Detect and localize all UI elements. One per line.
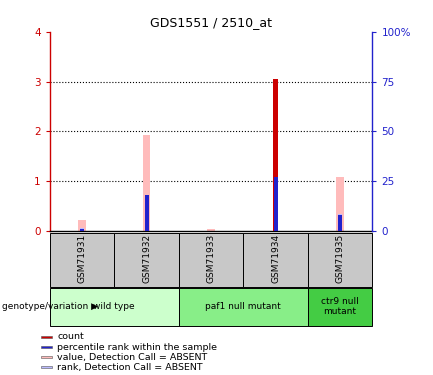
Text: paf1 null mutant: paf1 null mutant [206,302,281,311]
Bar [143,135,150,231]
Bar [308,232,372,287]
Text: GSM71931: GSM71931 [78,234,87,283]
Bar [338,214,342,231]
Bar [179,288,308,326]
Title: GDS1551 / 2510_at: GDS1551 / 2510_at [150,16,272,29]
Bar [308,288,372,326]
Text: GSM71933: GSM71933 [207,234,216,283]
Bar [78,220,86,231]
Bar [50,232,114,287]
Text: GSM71934: GSM71934 [271,234,280,283]
Bar [41,346,52,348]
Bar [336,177,344,231]
Bar [80,228,84,231]
Text: percentile rank within the sample: percentile rank within the sample [57,342,217,351]
Bar [179,232,243,287]
Bar [273,79,278,231]
Text: wild type: wild type [94,302,135,311]
Bar [338,215,342,231]
Bar [80,229,84,231]
Bar [274,177,278,231]
Bar [50,288,179,326]
Bar [243,232,308,287]
Bar [41,366,52,368]
Bar [41,336,52,338]
Text: GSM71932: GSM71932 [142,234,151,283]
Text: genotype/variation ▶: genotype/variation ▶ [2,302,98,311]
Bar [207,229,215,231]
Text: ctr9 null
mutant: ctr9 null mutant [321,297,359,316]
Bar [114,232,179,287]
Text: GSM71935: GSM71935 [336,234,345,283]
Bar [41,356,52,358]
Text: count: count [57,332,84,341]
Bar [145,195,149,231]
Text: rank, Detection Call = ABSENT: rank, Detection Call = ABSENT [57,363,203,372]
Text: value, Detection Call = ABSENT: value, Detection Call = ABSENT [57,353,207,362]
